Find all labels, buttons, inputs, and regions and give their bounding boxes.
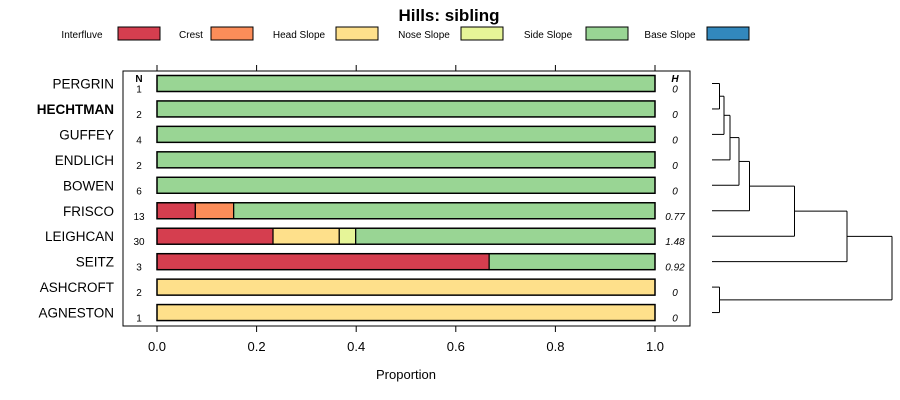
h-value: 0 [672,161,678,172]
row-label-guffey: GUFFEY [59,127,114,142]
n-value: 4 [136,135,142,146]
bar-outline [156,252,656,271]
h-value: 0.92 [665,263,685,274]
bar-outline [156,100,656,118]
h-value: 0 [672,288,678,299]
bar-row-bowen [156,176,656,195]
x-tick-label: 0.8 [546,339,564,354]
bar-row-pergrin [156,74,656,93]
bar-segment-nose-slope [338,227,357,245]
n-value: 1 [136,85,142,96]
x-tick-label: 0.6 [447,339,465,354]
bar-segment-side-slope [156,151,656,169]
legend-label-base-slope: Base Slope [644,30,696,41]
h-value: 0 [672,110,678,121]
dendrogram [712,83,893,314]
bar-outline [156,125,656,144]
bar-segment-interfluve [156,253,490,271]
bar-segment-side-slope [156,74,656,93]
legend-label-side-slope: Side Slope [524,30,573,41]
bar-segment-side-slope [156,125,656,144]
bar-row-seitz [156,252,656,271]
h-value: 0 [672,186,678,197]
legend: Interfluve Crest Head Slope Nose Slope Side … [61,26,750,41]
bar-row-endlich [156,151,656,169]
bar-segment-head-slope [156,278,656,296]
bar-row-leighcan [156,227,656,245]
h-column-header: H [671,74,679,85]
bar-segment-crest [194,202,235,220]
n-value: 6 [136,186,142,197]
legend-label-nose-slope: Nose Slope [398,30,450,41]
legend-label-interfluve: Interfluve [61,30,103,41]
n-value: 3 [136,263,142,274]
row-label-bowen: BOWEN [63,178,114,193]
bar-segment-side-slope [156,176,656,194]
bar-row-agneston [156,303,656,322]
n-value: 2 [136,110,142,121]
bar-row-frisco [156,202,656,220]
bar-outline [156,278,656,296]
x-tick-label: 0.0 [148,339,166,354]
x-axis-title: Proportion [376,367,436,382]
n-value: 30 [133,237,145,248]
legend-swatch-base-slope [706,26,750,41]
bar-row-hechtman [156,100,656,118]
bar-outline [156,202,656,220]
legend-swatch-head-slope [335,26,379,41]
bars [156,74,656,322]
legend-label-crest: Crest [179,30,203,41]
row-label-frisco: FRISCO [63,204,114,219]
legend-swatch-side-slope [585,26,629,41]
h-value: 0.77 [665,212,685,223]
bar-segment-interfluve [156,227,274,245]
bar-outline [156,151,656,169]
n-value: 2 [136,288,142,299]
bar-outline [156,303,656,322]
legend-swatch-nose-slope [460,26,504,41]
row-label-endlich: ENDLICH [55,153,114,168]
n-column-header: N [135,74,142,85]
row-label-ashcroft: ASHCROFT [40,280,114,295]
row-label-pergrin: PERGRIN [52,77,114,92]
bar-segment-interfluve [156,202,196,220]
bar-row-guffey [156,125,656,144]
n-value: 2 [136,161,142,172]
h-value: 0 [672,85,678,96]
n-value: 13 [133,212,145,223]
row-labels: PERGRIN 1 0 HECHTMAN 2 0 GUFFEY 4 0 ENDLICH 2 0 BOWE… [37,77,685,325]
bar-segment-side-slope [156,100,656,118]
h-value: 1.48 [665,237,685,248]
bar-outline [156,176,656,195]
h-value: 0 [672,135,678,146]
bar-segment-side-slope [355,227,656,245]
legend-label-head-slope: Head Slope [273,30,326,41]
bar-outline [156,227,656,245]
row-label-hechtman: HECHTMAN [37,102,114,117]
row-label-agneston: AGNESTON [38,306,114,321]
bar-segment-head-slope [272,227,340,245]
bar-segment-side-slope [233,202,656,220]
row-label-seitz: SEITZ [76,255,114,270]
row-label-leighcan: LEIGHCAN [45,229,114,244]
bar-segment-head-slope [156,303,656,322]
bar-segment-side-slope [488,253,656,271]
bar-outline [156,74,656,93]
n-value: 1 [136,314,142,325]
x-tick-label: 0.2 [248,339,266,354]
bar-row-ashcroft [156,278,656,296]
x-axis: 0.0 0.2 0.4 0.6 0.8 1.0 [148,65,664,354]
x-tick-label: 1.0 [646,339,664,354]
chart-title: Hills: sibling [398,6,499,25]
plot-frame [122,70,691,327]
h-value: 0 [672,314,678,325]
legend-swatch-interfluve [117,26,161,41]
legend-swatch-crest [210,26,254,41]
x-tick-label: 0.4 [347,339,365,354]
